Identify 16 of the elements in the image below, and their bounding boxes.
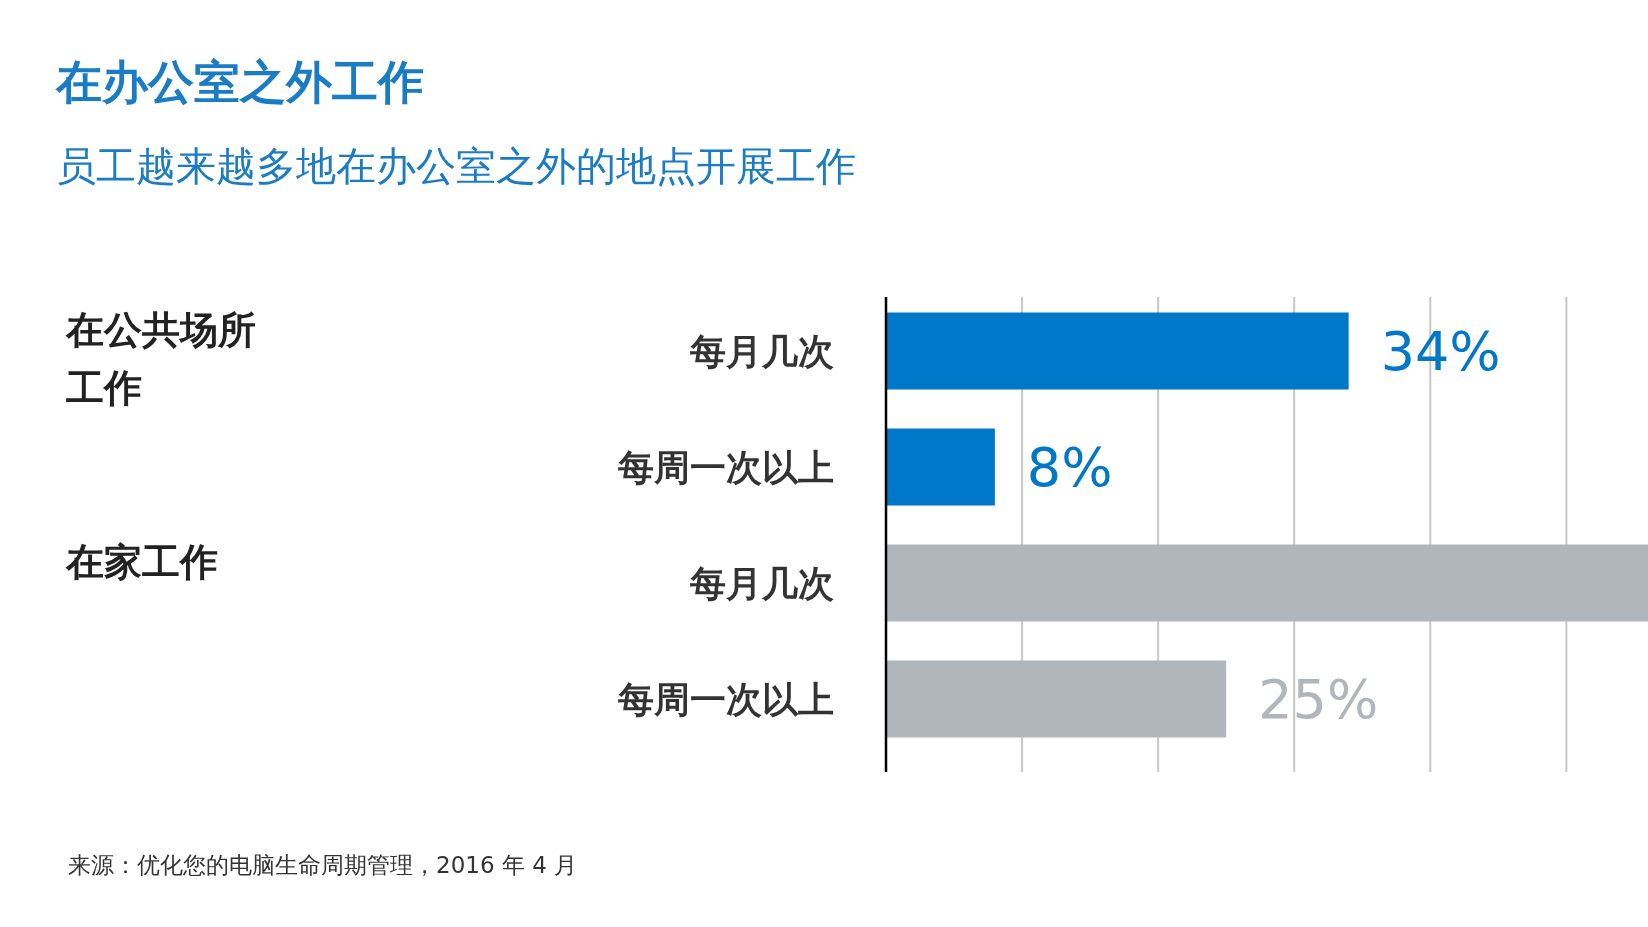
y-tick-label: 每周一次以上 [617,447,834,488]
text: 在家工作 [65,540,218,584]
y-tick-label: 每月几次 [689,563,834,604]
data-label: 8% [1026,436,1113,499]
text: 员工越来越多地在办公室之外的地点开展工作 [56,143,856,189]
bar [886,660,1227,738]
bar [886,312,1349,390]
source-note: 来源：优化您的电脑生命周期管理，2016 年 4 月 [68,852,578,878]
bar [886,544,1648,622]
y-tick-label: 每周一次以上 [617,679,834,720]
bar [886,428,995,506]
text: 在公共场所工作 [65,308,256,410]
data-label: 34% [1380,320,1501,383]
data-label: 25% [1258,668,1379,731]
text: 在办公室之外工作 [55,55,424,109]
y-tick-label: 每月几次 [689,331,834,372]
